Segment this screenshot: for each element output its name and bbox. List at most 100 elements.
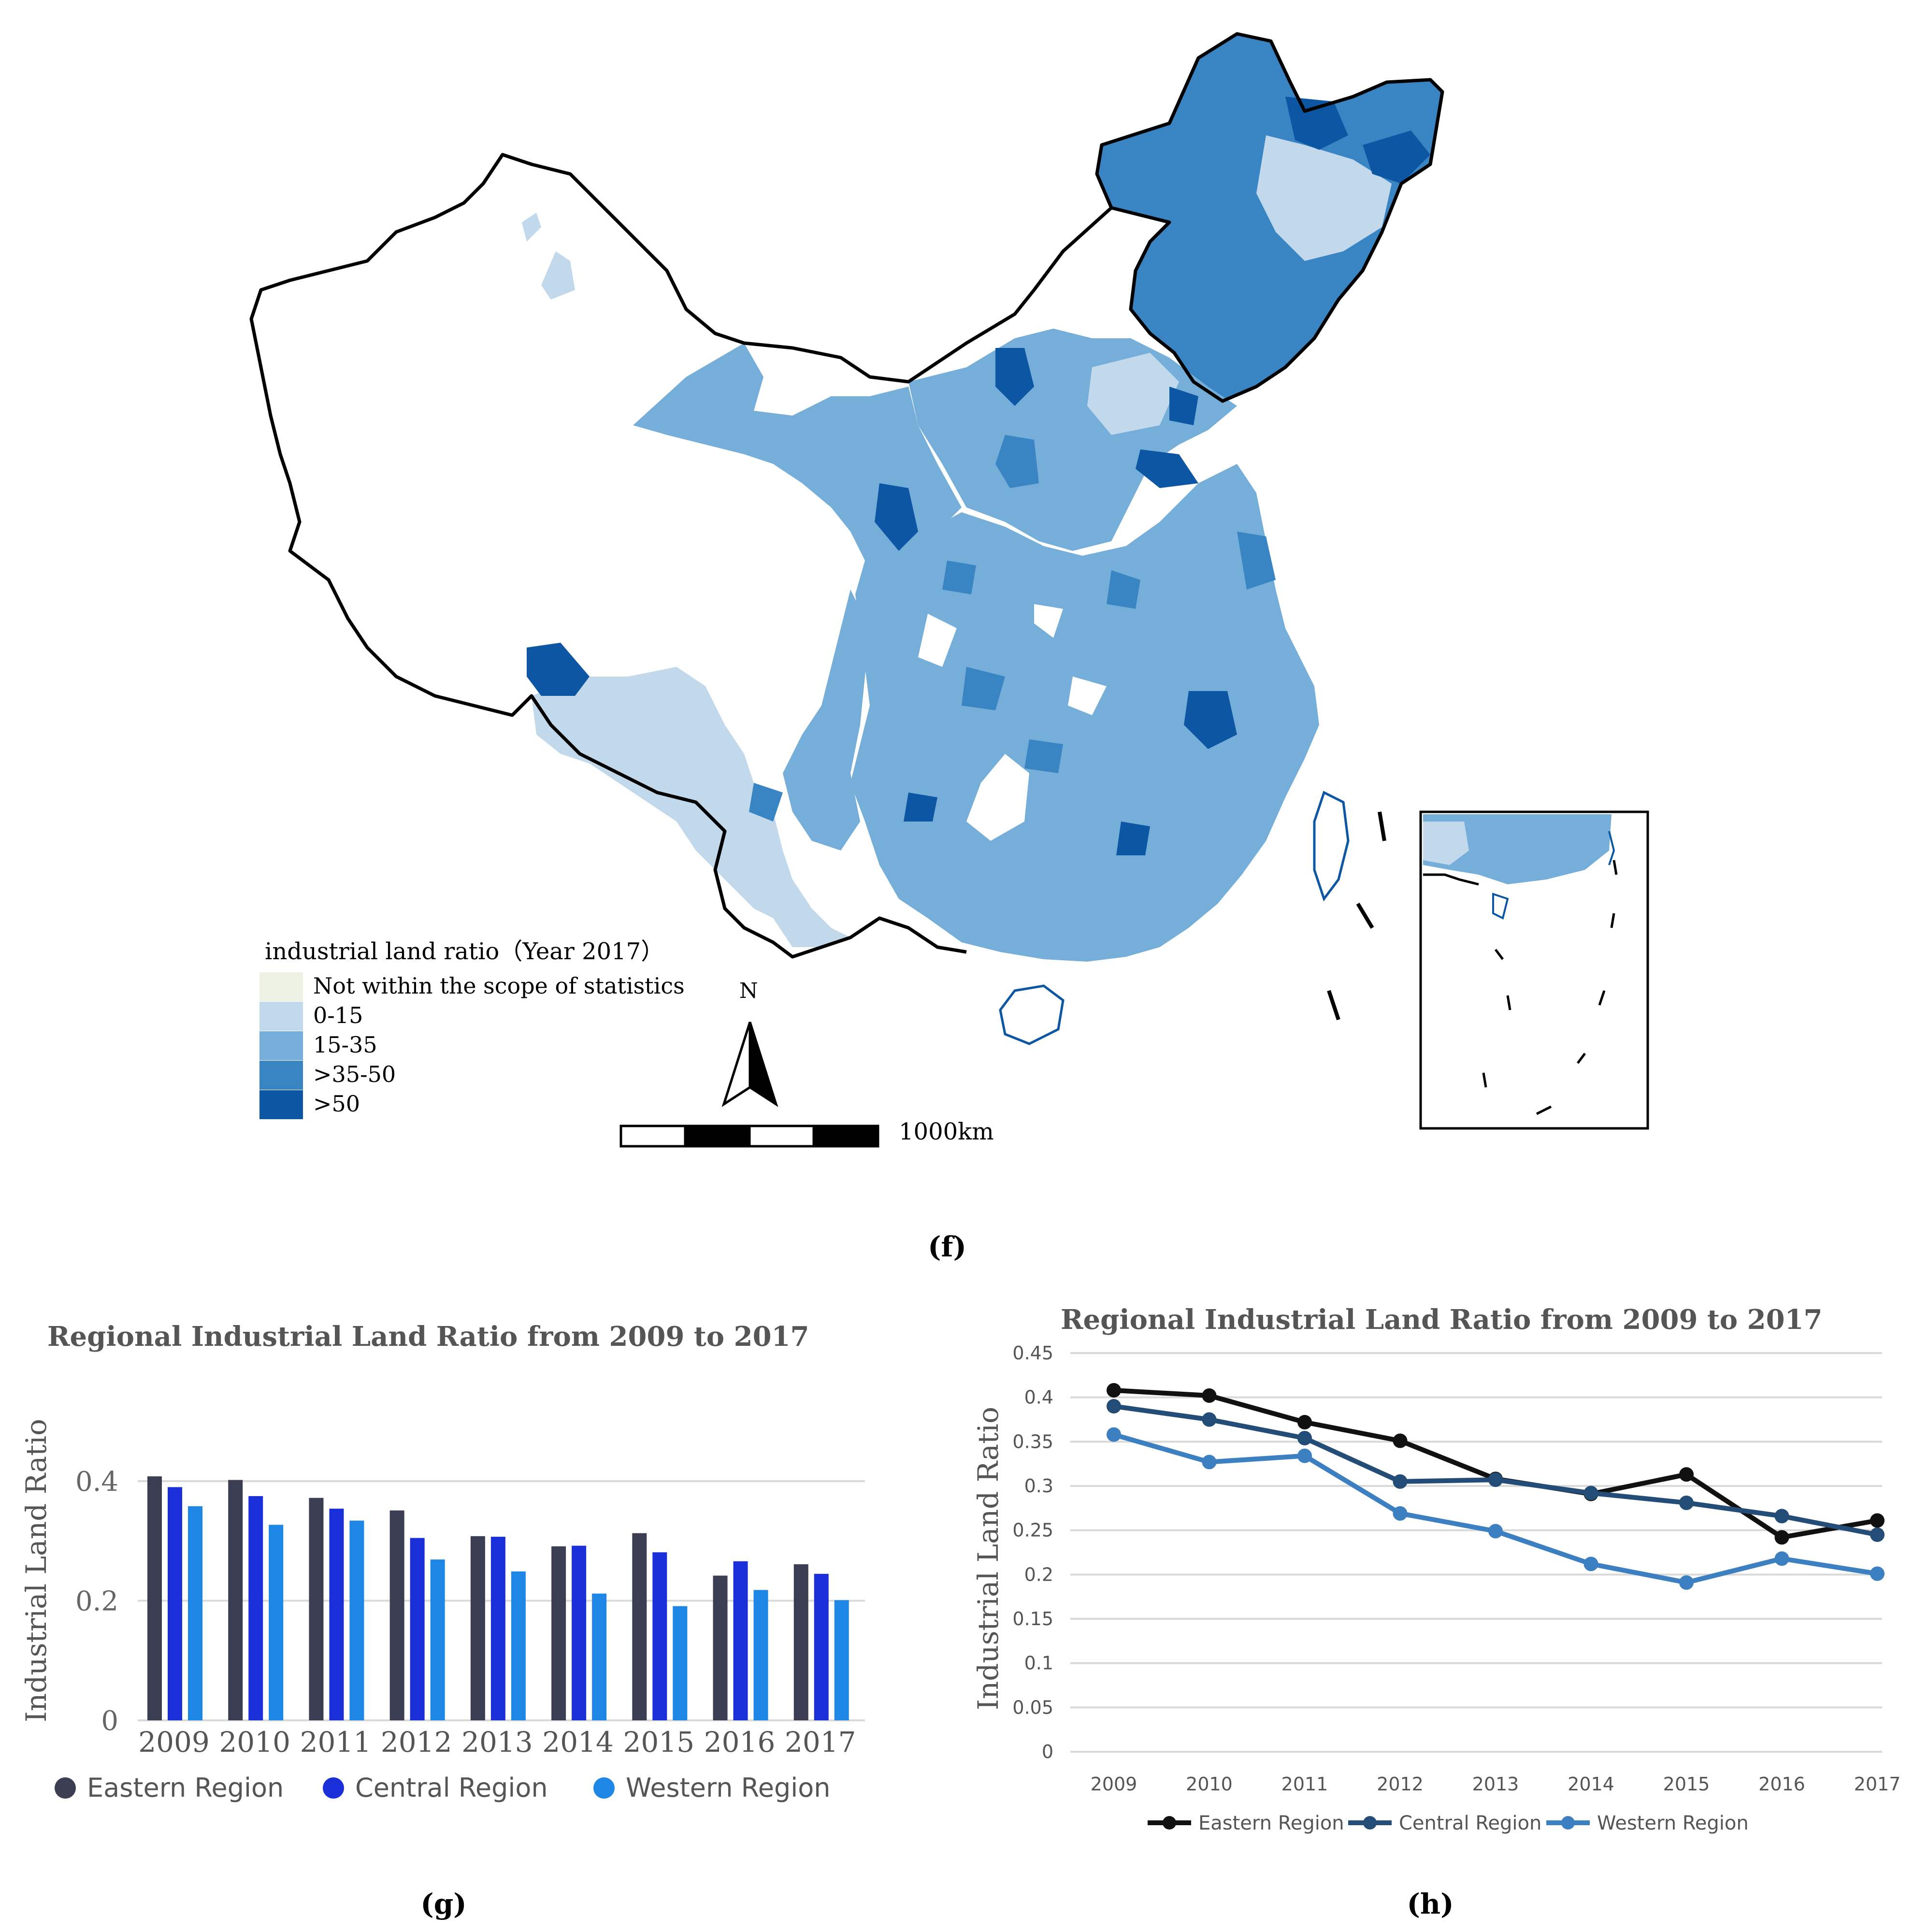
bar-western-region-2012 — [430, 1559, 445, 1720]
line-chart: Regional Industrial Land Ratio from 2009… — [972, 1304, 1900, 1920]
map-regions — [522, 34, 1442, 1045]
bar-western-region-2015 — [673, 1606, 688, 1720]
north-arrow: N — [721, 979, 778, 1107]
line-xtick-label: 2017 — [1854, 1773, 1901, 1795]
line-point-western-region-2015 — [1679, 1575, 1694, 1590]
bar-chart-ylabel: Industrial Land Ratio — [20, 1419, 53, 1722]
bar-legend-marker — [323, 1777, 344, 1799]
line-point-eastern-region-2017 — [1870, 1513, 1885, 1528]
legend-label: 0-15 — [313, 1002, 363, 1028]
bar-central-region-2015 — [652, 1552, 667, 1720]
panel-label-g: (g) — [420, 1888, 466, 1920]
bar-ytick-label: 0.2 — [75, 1586, 118, 1617]
bar-eastern-region-2015 — [632, 1533, 647, 1720]
line-ytick-label: 0.4 — [1024, 1387, 1053, 1408]
line-legend-label: Central Region — [1399, 1812, 1541, 1834]
map-region-west-dark — [527, 643, 590, 696]
bar-eastern-region-2012 — [389, 1510, 404, 1720]
line-point-western-region-2011 — [1297, 1448, 1312, 1463]
map-country-boundary — [249, 32, 1444, 959]
bar-western-region-2010 — [269, 1525, 284, 1720]
bar-central-region-2009 — [168, 1487, 182, 1720]
bar-xtick-label: 2013 — [461, 1726, 533, 1759]
line-point-central-region-2015 — [1679, 1495, 1694, 1510]
line-ytick-label: 0.05 — [1012, 1697, 1053, 1718]
map-region-north-light — [1087, 353, 1179, 435]
bar-western-region-2014 — [592, 1593, 607, 1720]
bar-western-region-2016 — [753, 1590, 768, 1720]
line-xtick-label: 2011 — [1281, 1773, 1328, 1795]
legend-label: >50 — [313, 1091, 360, 1117]
line-ytick-label: 0.3 — [1024, 1475, 1053, 1497]
legend-label: Not within the scope of statistics — [313, 973, 685, 999]
bar-central-region-2017 — [814, 1573, 829, 1720]
bar-legend-label: Eastern Region — [87, 1773, 284, 1803]
line-xtick-label: 2014 — [1568, 1773, 1614, 1795]
bar-eastern-region-2014 — [551, 1546, 566, 1720]
line-point-central-region-2010 — [1202, 1412, 1217, 1427]
line-point-central-region-2012 — [1393, 1474, 1408, 1489]
bar-xtick-label: 2011 — [300, 1726, 372, 1759]
map-dark-patches — [875, 348, 1237, 855]
line-point-central-region-2009 — [1107, 1399, 1121, 1413]
bar-xtick-label: 2009 — [138, 1726, 210, 1759]
line-ytick-label: 0.15 — [1012, 1608, 1053, 1629]
bar-eastern-region-2016 — [713, 1575, 728, 1720]
map-region-hainan — [999, 984, 1065, 1045]
line-point-central-region-2011 — [1297, 1431, 1312, 1445]
bar-central-region-2010 — [248, 1496, 263, 1720]
map-inset — [1419, 810, 1649, 1130]
line-point-western-region-2010 — [1202, 1455, 1217, 1470]
map-region-northeast-light — [1256, 135, 1392, 261]
line-xtick-label: 2009 — [1091, 1773, 1137, 1795]
legend-label: >35-50 — [313, 1061, 396, 1087]
line-xtick-label: 2010 — [1186, 1773, 1233, 1795]
line-legend-label: Eastern Region — [1198, 1812, 1344, 1834]
bar-xtick-label: 2017 — [785, 1726, 856, 1759]
scale-bar: 1000km — [619, 1118, 994, 1148]
bar-legend-label: Central Region — [355, 1773, 548, 1803]
line-series-western-region — [1113, 1432, 1878, 1585]
bar-xtick-label: 2016 — [704, 1726, 776, 1759]
line-point-eastern-region-2010 — [1202, 1388, 1217, 1403]
bar-eastern-region-2009 — [147, 1476, 162, 1720]
map-region-west-light-1 — [522, 213, 575, 300]
legend-swatch — [259, 1090, 303, 1119]
bar-chart: Regional Industrial Land Ratio from 2009… — [20, 1321, 865, 1920]
line-ytick-label: 0.45 — [1012, 1342, 1053, 1364]
bar-western-region-2011 — [349, 1520, 364, 1720]
bar-central-region-2014 — [572, 1545, 587, 1720]
bar-central-region-2013 — [490, 1537, 505, 1720]
bar-eastern-region-2013 — [470, 1536, 485, 1720]
line-legend-label: Western Region — [1597, 1812, 1749, 1834]
map-region-taiwan — [1313, 791, 1350, 902]
bar-xtick-label: 2014 — [542, 1726, 614, 1759]
line-point-western-region-2013 — [1488, 1524, 1503, 1539]
bar-legend-label: Western Region — [626, 1773, 830, 1803]
bar-xtick-label: 2015 — [623, 1726, 695, 1759]
map-region-southwest-mid — [783, 590, 870, 851]
map-sea-dashes — [1327, 811, 1386, 1021]
bar-central-region-2016 — [733, 1561, 748, 1720]
line-point-central-region-2016 — [1774, 1509, 1789, 1524]
bar-western-region-2013 — [511, 1571, 526, 1720]
bar-western-region-2009 — [188, 1506, 202, 1720]
line-ytick-label: 0.1 — [1024, 1653, 1053, 1674]
legend-swatch — [259, 972, 303, 1001]
bar-xtick-label: 2012 — [381, 1726, 452, 1759]
choropleth-map: industrial land ratio（Year 2017） Not wit… — [249, 32, 1649, 1263]
line-point-eastern-region-2016 — [1774, 1530, 1789, 1545]
line-point-western-region-2009 — [1107, 1427, 1121, 1442]
line-point-western-region-2016 — [1774, 1551, 1789, 1566]
panel-label-h: (h) — [1407, 1888, 1453, 1920]
bar-chart-title: Regional Industrial Land Ratio from 2009… — [47, 1321, 809, 1353]
bar-legend-marker — [593, 1777, 615, 1799]
line-xtick-label: 2016 — [1758, 1773, 1805, 1795]
line-point-central-region-2013 — [1488, 1472, 1503, 1487]
line-legend-marker — [1163, 1816, 1176, 1830]
north-arrow-icon — [721, 1022, 751, 1107]
bar-ytick-label: 0 — [101, 1705, 118, 1737]
line-ytick-label: 0.35 — [1012, 1431, 1053, 1452]
map-legend-title: industrial land ratio（Year 2017） — [265, 938, 664, 965]
